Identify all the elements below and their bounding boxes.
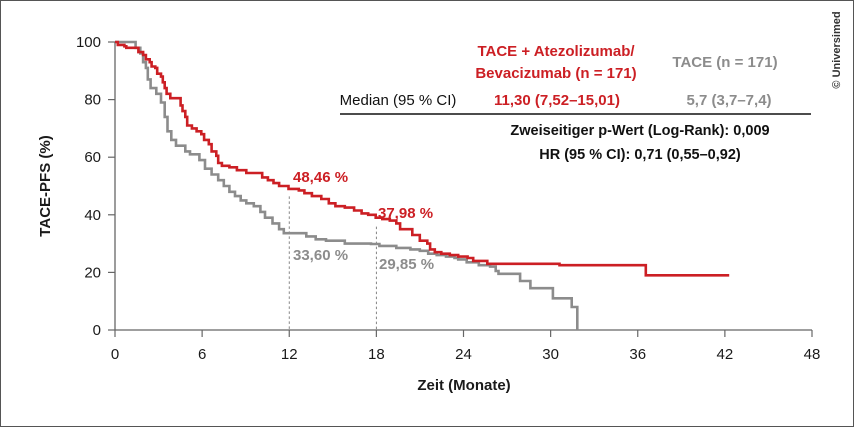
y-tick-label: 60 (84, 149, 101, 166)
annotation-label: 33,60 % (293, 247, 348, 264)
y-tick-label: 100 (76, 34, 101, 51)
copyright-text: © Universimed (831, 11, 843, 88)
annotation-label: 29,85 % (379, 256, 434, 273)
x-tick-label: 6 (198, 346, 206, 363)
x-tick-label: 36 (629, 346, 646, 363)
hazard-ratio-text: HR (95 % CI): 0,71 (0,55–0,92) (539, 147, 741, 163)
y-tick-label: 40 (84, 207, 101, 224)
legend-header-combo-line2: Bevacizumab (n = 171) (475, 65, 636, 82)
y-tick-label: 80 (84, 92, 101, 109)
y-tick-label: 0 (93, 322, 101, 339)
legend-row-label: Median (95 % CI) (340, 92, 457, 109)
legend-header-combo-line1: TACE + Atezolizumab/ (477, 43, 635, 60)
annotations: 48,46 % 37,98 % 33,60 % 29,85 % (293, 169, 434, 273)
annotation-label: 37,98 % (378, 205, 433, 222)
x-axis-title: Zeit (Monate) (417, 377, 510, 394)
p-value-text: Zweiseitiger p-Wert (Log-Rank): 0,009 (510, 123, 769, 139)
x-tick-label: 24 (455, 346, 472, 363)
x-tick-label: 42 (717, 346, 734, 363)
legend-header-tace: TACE (n = 171) (672, 54, 777, 71)
x-tick-label: 18 (368, 346, 385, 363)
axes: 0 6 12 18 24 30 36 42 48 0 20 40 60 80 100 (76, 34, 820, 363)
legend-median-tace: 5,7 (3,7–7,4) (686, 92, 771, 109)
legend-median-combo: 11,30 (7,52–15,01) (494, 92, 620, 109)
x-tick-label: 12 (281, 346, 298, 363)
y-tick-label: 20 (84, 264, 101, 281)
x-tick-label: 48 (804, 346, 821, 363)
y-axis-title: TACE-PFS (%) (37, 135, 54, 236)
curves (115, 40, 730, 330)
annotation-label: 48,46 % (293, 169, 348, 186)
x-tick-label: 0 (111, 346, 119, 363)
curve-tace-atezo-bev (115, 40, 730, 277)
curve-tace (115, 40, 579, 330)
x-tick-label: 30 (542, 346, 559, 363)
